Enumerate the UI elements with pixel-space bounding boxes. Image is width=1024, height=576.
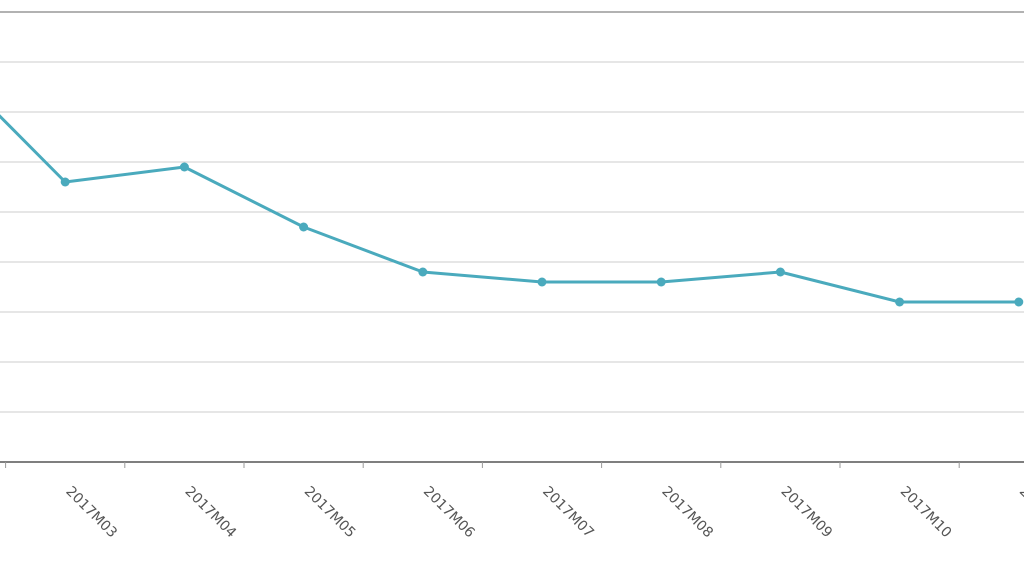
- data-point: [656, 277, 666, 287]
- x-tick-label: 2017M10: [897, 484, 955, 542]
- data-line: [0, 114, 1019, 304]
- data-point: [775, 267, 785, 277]
- x-tick-label: 2017M11: [1016, 484, 1024, 542]
- x-tick-label: 2017M06: [420, 484, 478, 542]
- data-point: [895, 297, 905, 307]
- data-point: [60, 177, 70, 187]
- x-tick-label: 2017M03: [62, 484, 120, 542]
- data-point: [179, 162, 189, 172]
- data-point: [1014, 297, 1024, 307]
- x-tick-label: 2017M08: [658, 484, 716, 542]
- x-tick-label: 2017M05: [301, 484, 359, 542]
- data-point: [418, 267, 428, 277]
- x-tick-label: 2017M09: [778, 484, 836, 542]
- data-point: [299, 222, 309, 232]
- x-tick-label: 2017M04: [182, 484, 240, 542]
- data-point: [537, 277, 547, 287]
- x-tick-label: 2017M07: [539, 484, 597, 542]
- x-tick-label: 2017M02: [0, 484, 1, 542]
